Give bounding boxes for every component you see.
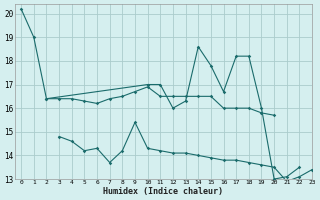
X-axis label: Humidex (Indice chaleur): Humidex (Indice chaleur) [103,187,223,196]
